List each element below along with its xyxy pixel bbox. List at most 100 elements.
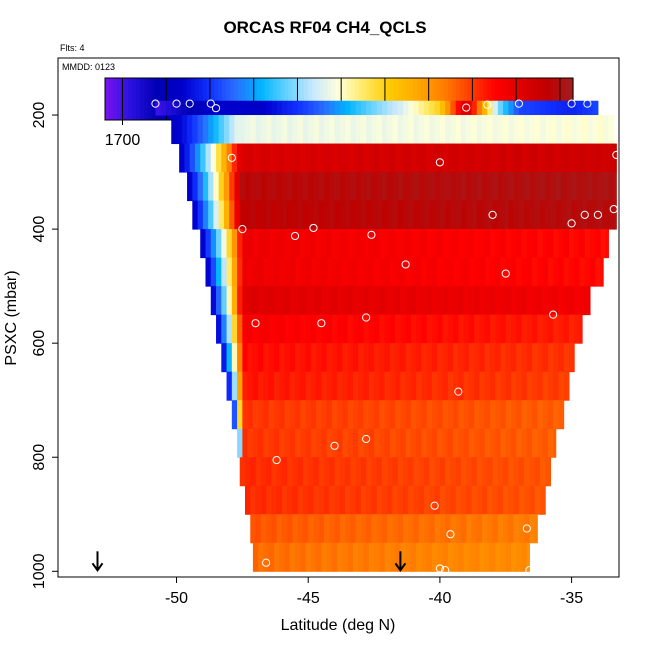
heatmap-cell <box>405 400 412 430</box>
heatmap-cell <box>366 115 372 145</box>
heatmap-cell <box>374 400 380 430</box>
colorbar-segment <box>210 78 215 120</box>
heatmap-cell <box>503 200 509 230</box>
heatmap-cell <box>442 371 449 401</box>
heatmap-cell <box>516 286 523 316</box>
heatmap-cell <box>568 143 575 173</box>
heatmap-cell <box>389 400 396 430</box>
heatmap-cell <box>258 542 264 572</box>
heatmap-cell <box>426 343 433 373</box>
heatmap-cell <box>374 428 380 458</box>
heatmap-cell <box>518 485 525 515</box>
heatmap-cell <box>463 286 470 316</box>
heatmap-cell <box>395 229 401 259</box>
observation-point <box>251 319 260 328</box>
heatmap-cell <box>471 514 478 544</box>
heatmap-cell <box>597 115 604 145</box>
observation-point <box>501 269 510 278</box>
heatmap-cell <box>466 172 473 202</box>
colorbar-segment <box>335 78 340 120</box>
heatmap-cell <box>379 143 386 173</box>
heatmap-cell <box>489 257 496 287</box>
observation-point <box>290 231 300 241</box>
heatmap-cell <box>447 542 454 572</box>
heatmap-cell <box>521 343 528 373</box>
colorbar-segment <box>237 78 243 120</box>
observation-point <box>261 558 271 567</box>
heatmap-cell <box>595 229 602 259</box>
heatmap-cell <box>418 514 425 544</box>
heatmap-cell <box>342 343 349 373</box>
heatmap-cell <box>395 400 401 430</box>
heatmap-cell <box>384 229 391 259</box>
heatmap-cell <box>487 514 494 544</box>
heatmap-cell <box>526 343 533 373</box>
heatmap-cell <box>487 115 494 145</box>
colorbar-segment <box>436 78 441 120</box>
heatmap-cell <box>410 371 417 401</box>
heatmap-cell <box>258 343 264 373</box>
heatmap-cell <box>413 100 420 116</box>
heatmap-cell <box>363 229 370 259</box>
heatmap-cell <box>208 100 214 116</box>
heatmap-cell <box>474 229 480 259</box>
heatmap-cell <box>339 200 346 230</box>
heatmap-cell <box>321 371 328 401</box>
heatmap-cell <box>579 229 586 259</box>
heatmap-cell <box>273 400 280 430</box>
heatmap-cell <box>210 229 217 259</box>
heatmap-cell <box>331 542 338 572</box>
heatmap-cell <box>350 485 357 515</box>
heatmap-cell <box>255 200 262 230</box>
heatmap-cell <box>295 143 301 173</box>
heatmap-cell <box>553 400 559 430</box>
heatmap-cell <box>200 143 206 173</box>
colorbar-segment <box>105 78 110 120</box>
heatmap-cell <box>352 428 359 458</box>
heatmap-cell <box>505 286 512 316</box>
heatmap-cell <box>316 229 322 259</box>
heatmap-cell <box>482 100 488 116</box>
heatmap-cell <box>437 343 444 373</box>
heatmap-cell <box>310 314 317 344</box>
heatmap-cell <box>447 314 454 344</box>
heatmap-cell <box>571 100 578 116</box>
heatmap-cell <box>484 314 491 344</box>
heatmap-cell <box>255 485 262 515</box>
x-tick-label: -50 <box>165 590 188 607</box>
heatmap-cell <box>437 257 444 287</box>
heatmap-cell <box>463 143 470 173</box>
heatmap-cell <box>553 229 559 259</box>
heatmap-cell <box>237 314 243 344</box>
heatmap-cell <box>424 100 430 116</box>
heatmap-cell <box>500 229 507 259</box>
observation-point <box>483 100 492 109</box>
colorbar-segment <box>198 78 204 120</box>
heatmap-cell <box>492 200 499 230</box>
heatmap-cell <box>555 200 562 230</box>
heatmap-cell <box>284 371 291 401</box>
colorbar-segment <box>510 78 516 120</box>
heatmap-cell <box>342 143 349 173</box>
heatmap-cell <box>542 371 549 401</box>
heatmap-cell <box>213 100 220 116</box>
heatmap-cell <box>273 542 280 572</box>
heatmap-cell <box>463 229 470 259</box>
observation-point <box>609 205 618 214</box>
heatmap-cell <box>197 115 204 145</box>
heatmap-cell <box>410 314 417 344</box>
heatmap-cell <box>324 457 330 487</box>
heatmap-cell <box>563 371 570 401</box>
observation-point <box>488 210 497 219</box>
heatmap-cell <box>503 115 509 145</box>
heatmap-cell <box>342 428 349 458</box>
heatmap-cell <box>405 143 412 173</box>
heatmap-cell <box>226 257 233 287</box>
heatmap-cell <box>266 485 272 515</box>
heatmap-cell <box>202 172 209 202</box>
y-tick-label: 200 <box>31 102 48 129</box>
heatmap-cell <box>368 400 375 430</box>
heatmap-cell <box>379 229 386 259</box>
heatmap-cell <box>279 286 286 316</box>
heatmap-cell <box>439 115 446 145</box>
